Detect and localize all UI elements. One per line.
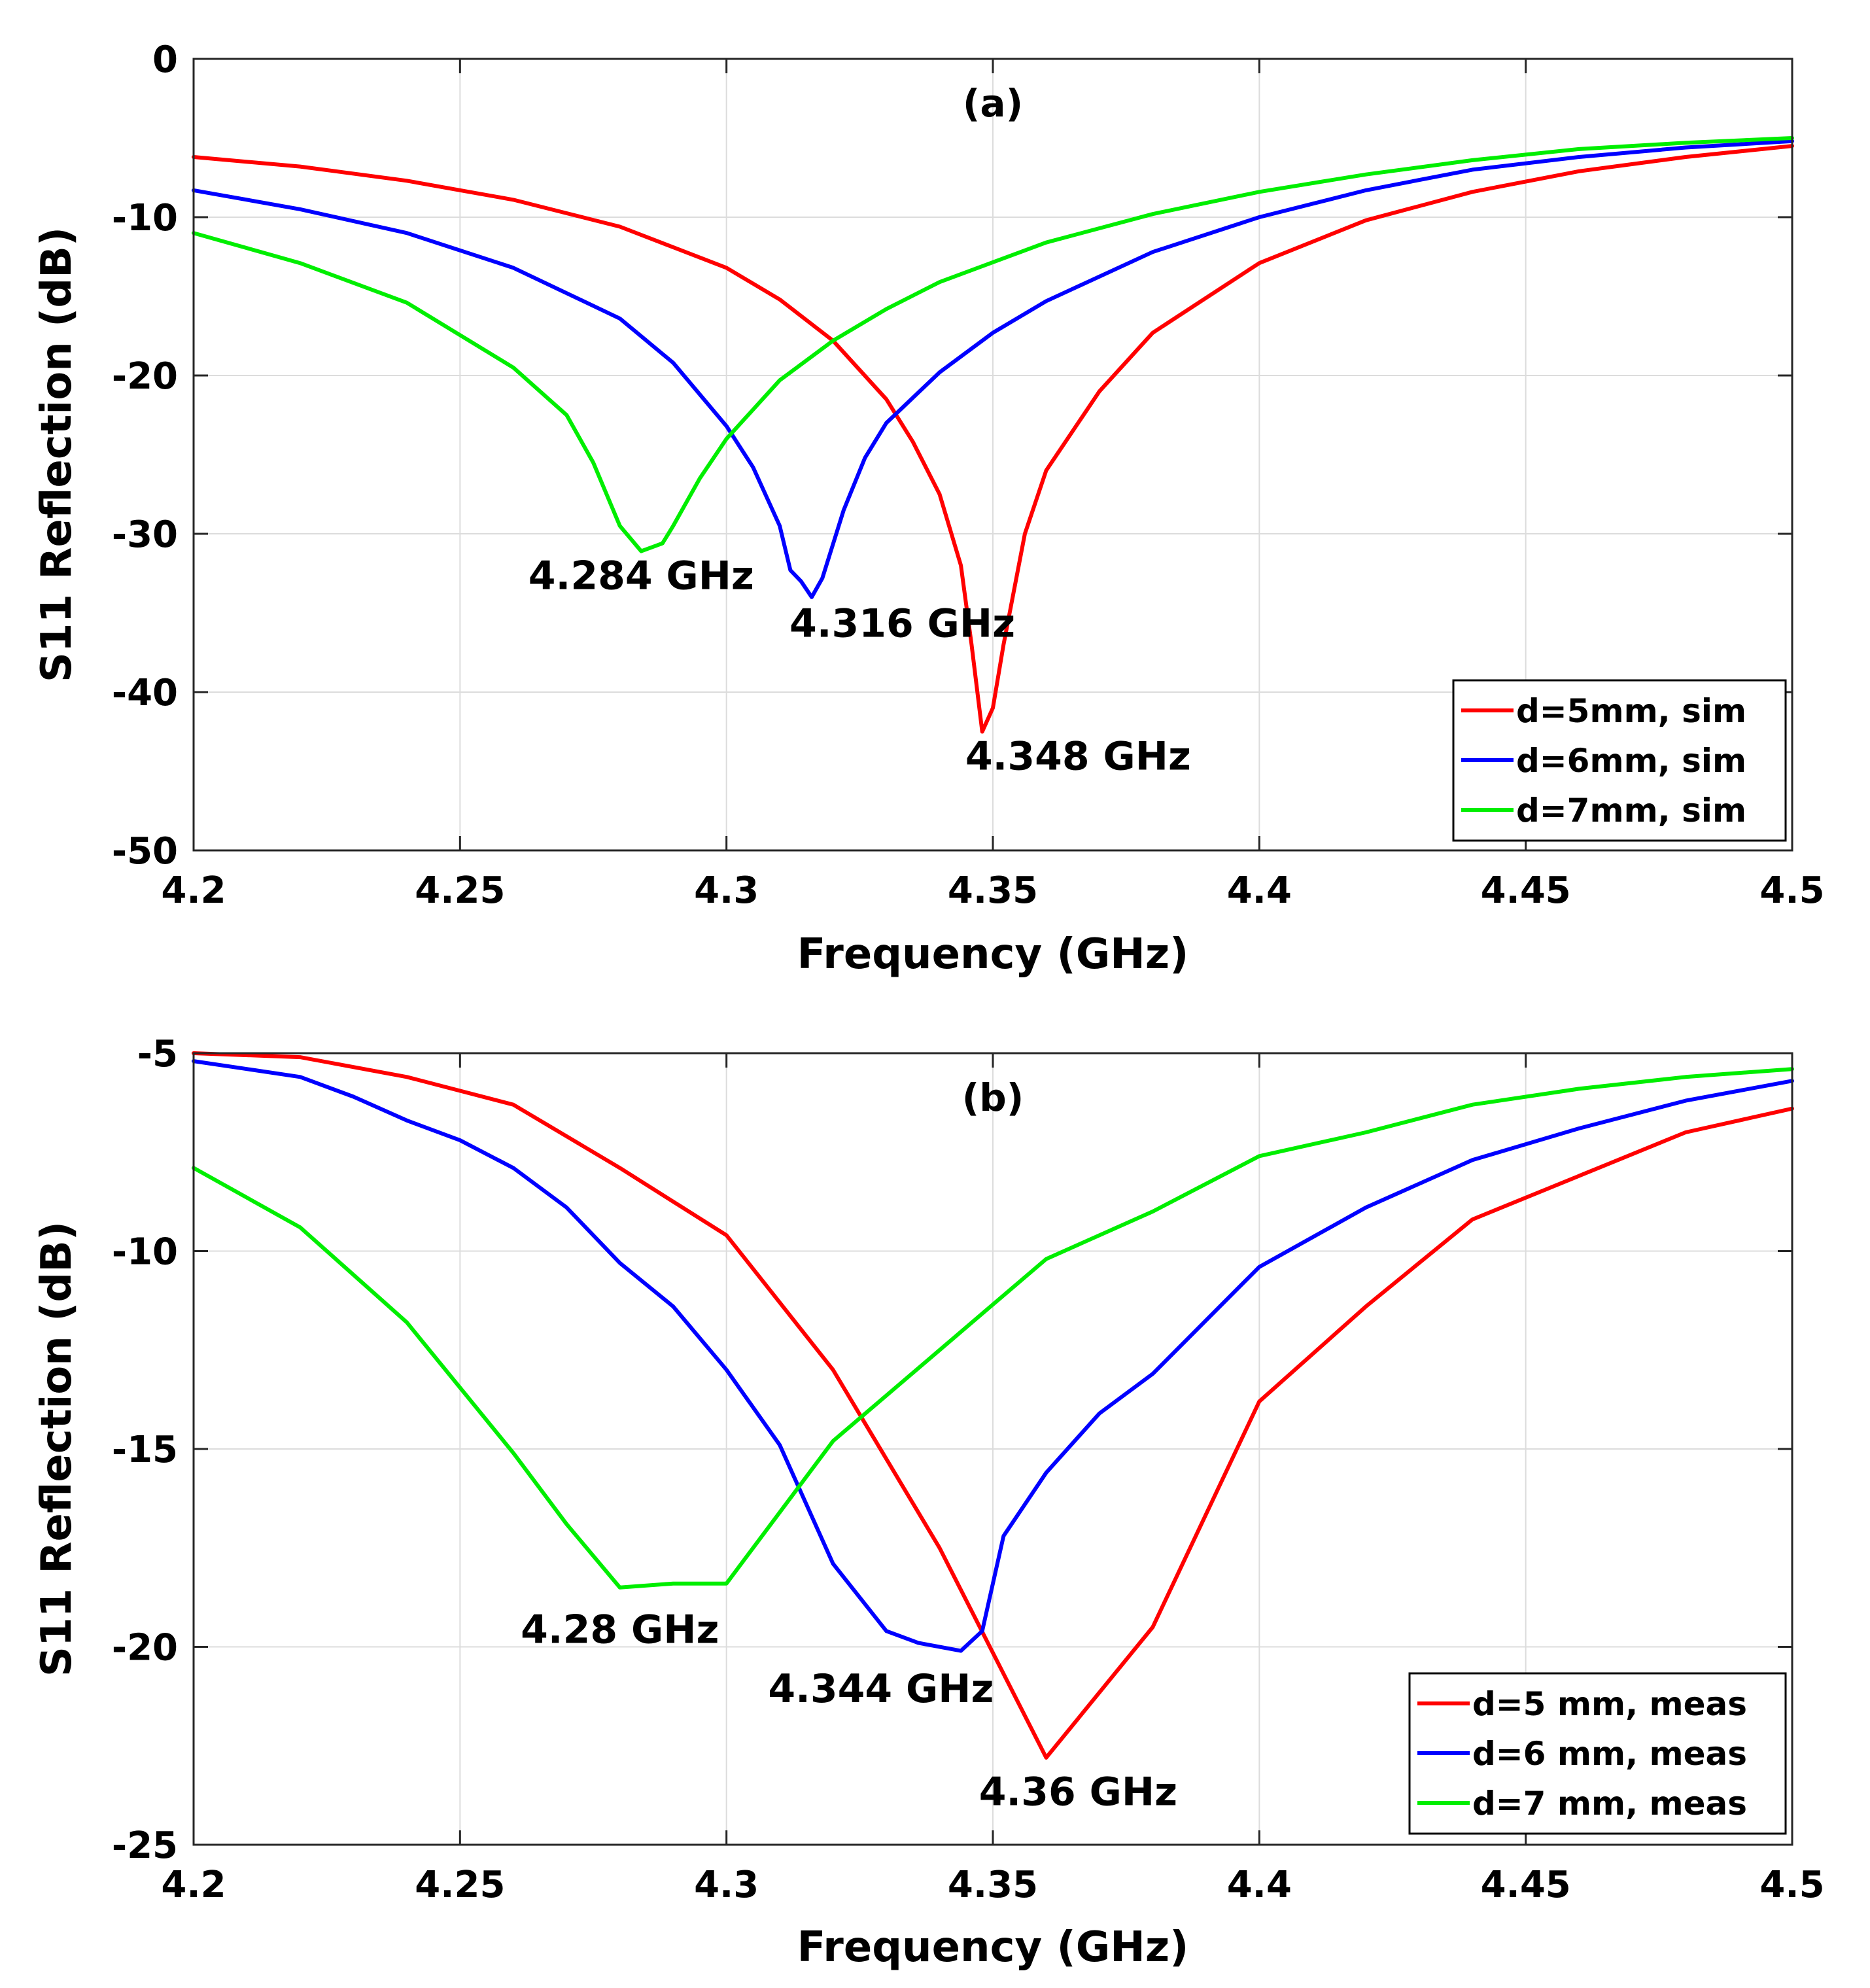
y-axis-label: S11 Reflection (dB) bbox=[33, 227, 81, 682]
legend-box bbox=[1408, 1672, 1787, 1835]
y-tick-label: -10 bbox=[112, 197, 178, 239]
y-tick-label: -30 bbox=[112, 514, 178, 556]
x-axis-label: Frequency (GHz) bbox=[797, 930, 1189, 979]
series-line-6mm bbox=[192, 1059, 1794, 1653]
panel-label: (a) bbox=[963, 81, 1023, 126]
y-tick-label: -20 bbox=[112, 355, 178, 398]
x-tick-label: 4.2 bbox=[161, 1864, 226, 1906]
x-tick-label: 4.35 bbox=[948, 869, 1038, 912]
peak-annotation: 4.316 GHz bbox=[789, 601, 1015, 646]
peak-annotation: 4.36 GHz bbox=[979, 1770, 1177, 1815]
series-line-5mm bbox=[192, 1051, 1794, 1760]
y-tick-label: -50 bbox=[112, 830, 178, 873]
x-tick-label: 4.45 bbox=[1481, 1864, 1571, 1906]
y-tick-label: 0 bbox=[152, 39, 178, 81]
x-tick-label: 4.3 bbox=[694, 869, 759, 912]
x-axis-label: Frequency (GHz) bbox=[797, 1923, 1189, 1972]
legend: d=5mm, sim d=6mm, sim d=7mm, sim bbox=[1452, 679, 1787, 842]
legend-label: d=7 mm, meas bbox=[1472, 1785, 1747, 1822]
x-tick-label: 4.25 bbox=[415, 869, 505, 912]
x-tick-label: 4.4 bbox=[1227, 1864, 1292, 1906]
x-tick-label: 4.4 bbox=[1227, 869, 1292, 912]
series-line-7mm bbox=[192, 136, 1794, 553]
legend-label: d=6 mm, meas bbox=[1472, 1735, 1747, 1773]
legend-label: d=6mm, sim bbox=[1516, 742, 1746, 780]
y-tick-label: -10 bbox=[112, 1231, 178, 1274]
x-tick-label: 4.45 bbox=[1481, 869, 1571, 912]
legend-label: d=5 mm, meas bbox=[1472, 1685, 1747, 1723]
peak-annotation: 4.348 GHz bbox=[965, 734, 1191, 780]
y-tick-label: -20 bbox=[112, 1627, 178, 1669]
x-tick-label: 4.35 bbox=[948, 1864, 1038, 1906]
y-tick-label: -15 bbox=[112, 1429, 178, 1471]
peak-annotation: 4.28 GHz bbox=[521, 1607, 719, 1652]
x-tick-label: 4.5 bbox=[1759, 1864, 1824, 1906]
x-tick-label: 4.3 bbox=[694, 1864, 759, 1906]
panel-label: (b) bbox=[962, 1075, 1024, 1120]
chart-panel-b: 4.2 4.25 4.3 4.35 4.4 4.45 4.5 -5 -10 -15 -20 -25 Fr… bbox=[33, 1033, 1825, 1972]
series-line-7mm bbox=[192, 1067, 1794, 1590]
peak-annotation: 4.344 GHz bbox=[768, 1666, 994, 1712]
legend: d=5 mm, meas d=6 mm, meas d=7 mm, meas bbox=[1408, 1672, 1787, 1835]
x-tick-label: 4.25 bbox=[415, 1864, 505, 1906]
legend-label: d=7mm, sim bbox=[1516, 792, 1746, 829]
series-line-6mm bbox=[192, 139, 1794, 599]
peak-annotation: 4.284 GHz bbox=[528, 553, 754, 599]
y-axis-label: S11 Reflection (dB) bbox=[33, 1221, 81, 1677]
chart-panel-a: 4.2 4.25 4.3 4.35 4.4 4.45 4.5 0 -10 -20 -30 -40 -50… bbox=[33, 39, 1825, 979]
y-tick-label: -40 bbox=[112, 672, 178, 714]
y-tick-label: -5 bbox=[137, 1033, 178, 1075]
x-tick-label: 4.2 bbox=[161, 869, 226, 912]
series-line-5mm bbox=[192, 144, 1794, 734]
y-tick-label: -25 bbox=[112, 1824, 178, 1867]
x-tick-label: 4.5 bbox=[1759, 869, 1824, 912]
legend-label: d=5mm, sim bbox=[1516, 692, 1746, 730]
